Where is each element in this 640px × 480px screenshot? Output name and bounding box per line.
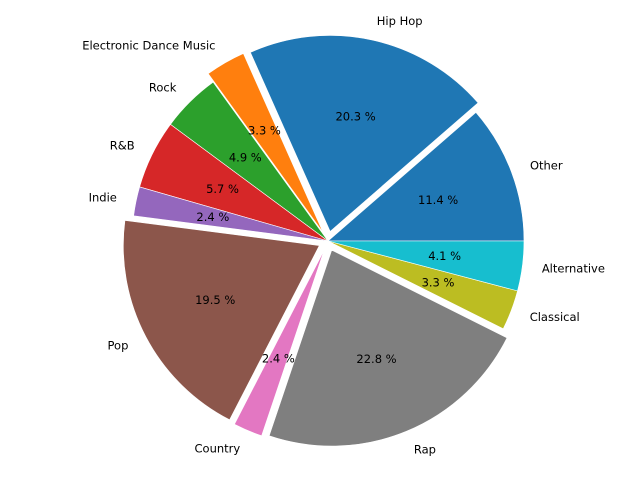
- slice-label-randb: R&B: [110, 139, 135, 153]
- pie-slice-alternative: [327, 240, 525, 292]
- slice-percent-electronic-dance-music: 3.3 %: [248, 124, 281, 138]
- slice-percent-classical: 3.3 %: [422, 276, 455, 290]
- slice-percent-pop: 19.5 %: [195, 293, 235, 307]
- slice-label-rock: Rock: [149, 81, 177, 95]
- pie-slice-electronic-dance-music: [207, 53, 324, 233]
- slice-percent-hip-hop: 20.3 %: [335, 110, 375, 124]
- slice-label-hip-hop: Hip Hop: [377, 14, 423, 28]
- slice-label-rap: Rap: [414, 442, 436, 456]
- slice-label-other: Other: [530, 158, 563, 172]
- slice-label-indie: Indie: [89, 190, 117, 204]
- pie-slice-other: [327, 112, 525, 242]
- slice-percent-alternative: 4.1 %: [428, 249, 461, 263]
- slice-percent-randb: 5.7 %: [206, 182, 239, 196]
- pie-slice-rap: [268, 249, 508, 447]
- slices-layer: [123, 35, 525, 447]
- slice-label-alternative: Alternative: [542, 262, 605, 276]
- pie-slice-hip-hop: [250, 35, 479, 232]
- slice-percent-country: 2.4 %: [262, 351, 295, 365]
- pie-slice-country: [234, 249, 325, 437]
- pie-slice-indie: [133, 186, 329, 242]
- pie-slice-pop: [123, 220, 320, 421]
- slice-label-country: Country: [195, 442, 241, 456]
- slice-label-classical: Classical: [530, 310, 580, 324]
- slice-label-pop: Pop: [108, 339, 129, 353]
- slice-percent-rock: 4.9 %: [229, 150, 262, 164]
- slice-label-electronic-dance-music: Electronic Dance Music: [82, 39, 215, 53]
- slice-percent-other: 11.4 %: [418, 193, 458, 207]
- slice-percent-rap: 22.8 %: [356, 352, 396, 366]
- slice-percent-indie: 2.4 %: [196, 210, 229, 224]
- labels-layer: Other 11.4 % Hip Hop 20.3 % Electronic Dance…: [82, 14, 605, 456]
